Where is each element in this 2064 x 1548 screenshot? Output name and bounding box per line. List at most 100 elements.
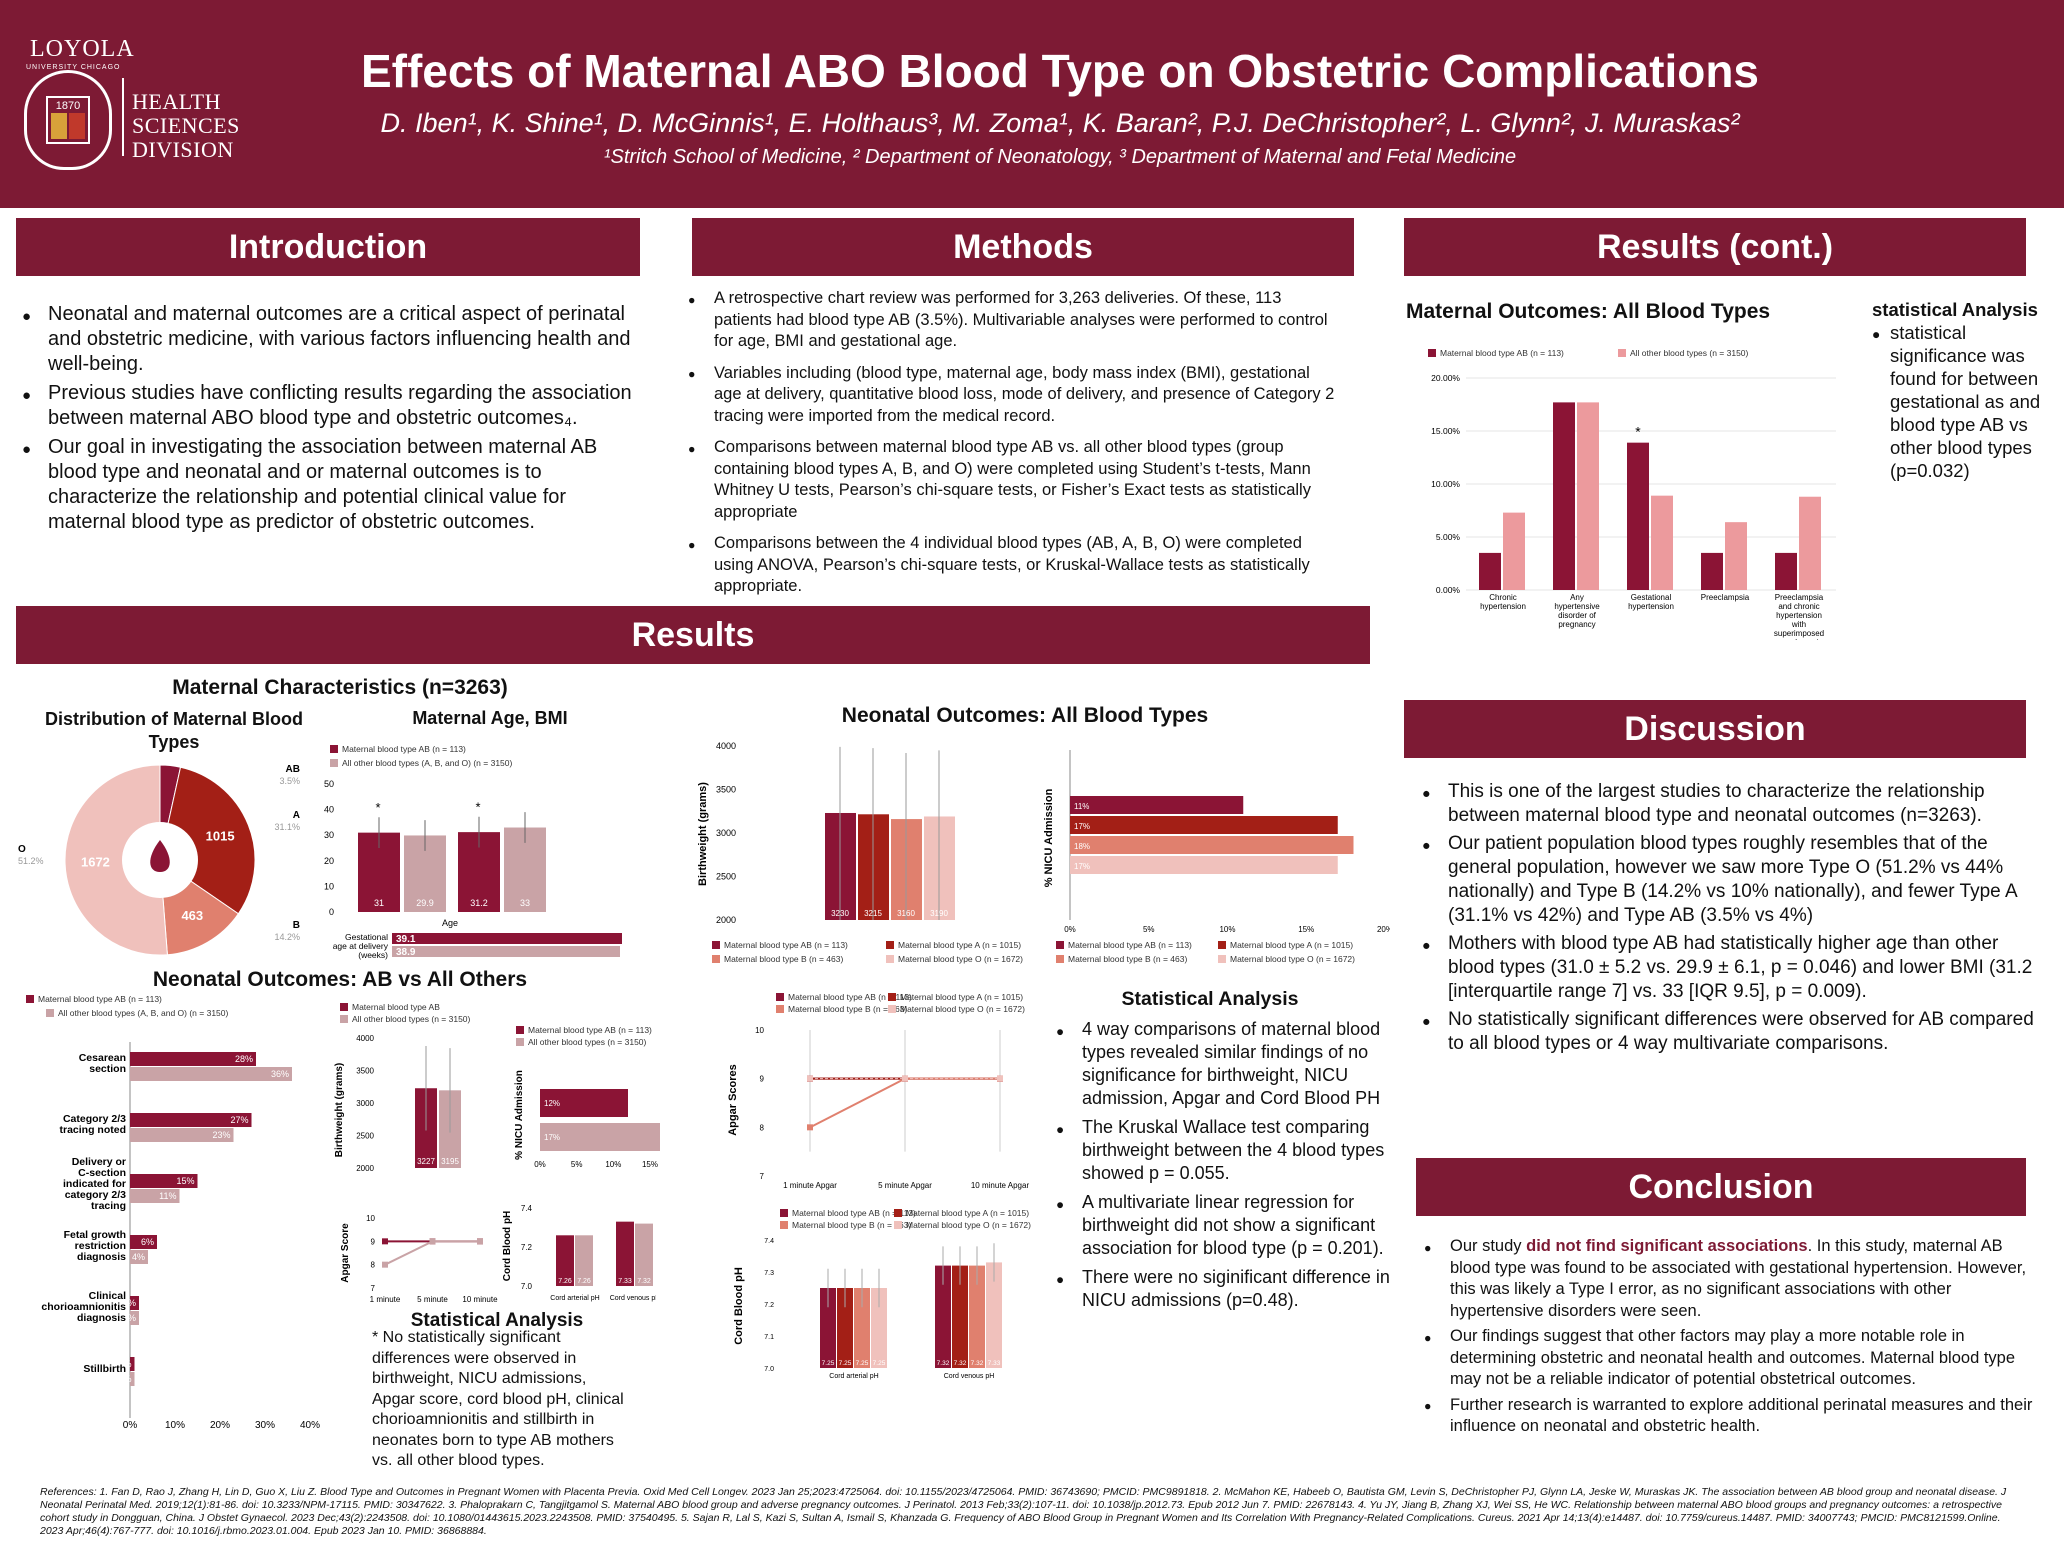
legend-item: Maternal blood type AB (n = 113) [792,1208,916,1218]
gest-bar [392,946,620,957]
tick-label: 10.00% [1431,479,1460,489]
tick-label: 1 minute Apgar [783,1181,837,1190]
conclusion-heading: Conclusion [1416,1158,2026,1216]
legend-item: Maternal blood type O (n = 1672) [898,954,1023,964]
discussion-text: This is one of the largest studies to ch… [1422,780,2038,1060]
legend-item-swatch [1056,941,1064,949]
category-label: Preeclampsia [1701,593,1750,602]
axis-label: Birthweight (grams) [697,782,709,886]
tick-label: 1 minute [370,1295,401,1304]
slice-value: 463 [181,908,203,923]
category-label: Gestational [1631,593,1672,602]
poster-header: LOYOLA UNIVERSITY CHICAGO 1870 HEALTH SC… [0,0,2064,208]
bar [1503,512,1525,590]
tick-label: 0.00% [1436,585,1461,595]
bar-value: 31 [374,898,384,908]
bar-value: 15% [176,1176,194,1186]
axis-label: Apgar Score [340,1223,351,1283]
bar [969,1265,985,1368]
category-label: hypertension [1628,602,1674,611]
authors: D. Iben¹, K. Shine¹, D. McGinnis¹, E. Ho… [380,108,1740,138]
bar [540,1089,628,1117]
category-label: pregnancy [1558,620,1595,629]
significance-annotation: * [375,800,380,815]
tick-label: 7.0 [764,1366,774,1373]
neo-ab-heading: Neonatal Outcomes: AB vs All Others [152,968,528,991]
tick-label: 10 [755,1026,764,1035]
stat-text: statistical significance was found for b… [1872,321,2052,482]
bar [130,1189,180,1203]
tick-label: 3000 [356,1099,374,1108]
tick-label: 8 [371,1261,376,1270]
axis-label: Cord Blood pH [733,1267,745,1345]
tick-label: 50 [324,779,334,789]
apgar-ab-chart: 7 8 9 10 Apgar Score 1 minute 5 minute 10 minut… [340,1214,498,1304]
bar [1775,552,1797,590]
maternal-outcomes-chart: Maternal blood type AB (n = 113) All othe… [1428,348,1836,640]
bar [130,1311,139,1325]
tick-label: 8 [760,1123,765,1132]
bar-value: 28% [235,1054,253,1064]
bar [540,1123,660,1151]
tick-label: 10% [165,1420,185,1431]
bar [1799,496,1821,590]
tick-label: 0% [123,1420,138,1431]
bar-value: 11% [159,1191,176,1201]
category-label: Delivery or [72,1156,126,1168]
category-label: and chronic [1778,602,1819,611]
legend-item-swatch [886,955,894,963]
legend-item-swatch [780,1209,788,1217]
discussion-bullet: This is one of the largest studies to ch… [1422,780,2038,828]
legend-item-swatch [886,941,894,949]
legend-item: Maternal blood type AB (n = 113) [724,940,848,950]
tick-label: 10% [605,1160,621,1169]
tick-label: 7.2 [521,1243,533,1252]
age-bmi-chart: Maternal blood type AB (n = 113) All othe… [324,744,622,960]
tick-label: 20.00% [1431,373,1460,383]
tick-label: 7.2 [764,1302,774,1309]
pie-slice [64,764,168,956]
poster-title: Effects of Maternal ABO Blood Type on Ob… [360,45,1760,97]
stat2-bullet: A multivariate linear regression for bir… [1056,1191,1392,1260]
gest-value: 38.9 [396,947,416,958]
bar [1577,402,1599,590]
tick-label: 0% [1064,925,1076,934]
bar-value: 29.9 [416,898,434,908]
conclusion-text: Our study did not find significant assoc… [1424,1236,2040,1442]
tick-label: 5% [571,1160,583,1169]
data-point [807,1124,813,1131]
bar [952,1265,968,1368]
legend-item-swatch [894,1209,902,1217]
tick-label: 10 minute Apgar [971,1181,1030,1190]
tick-label: 7.4 [521,1204,533,1213]
bar [986,1262,1002,1368]
legend-item-swatch [888,1005,896,1013]
legend-item-swatch [26,995,34,1003]
category-label: Cord arterial pH [829,1373,878,1380]
legend-item-swatch [1056,955,1064,963]
category-label: tracing noted [59,1124,126,1136]
category-label: diagnosis [77,1251,126,1263]
bar [1725,522,1747,590]
tick-label: 3500 [716,785,736,795]
tick-label: 20 [324,856,334,866]
tick-label: 10 minute [462,1295,498,1304]
category-label: Fetal growth [64,1229,126,1241]
bar-value: 7.26 [558,1278,572,1285]
bar-value: 7.25 [873,1360,886,1367]
category-label: Chronic [1489,593,1517,602]
data-point [902,1075,908,1082]
tick-label: 10% [1219,925,1235,934]
bar [1553,402,1575,590]
tick-label: 7.3 [764,1270,774,1277]
category-label: C-section [78,1167,126,1179]
legend-item-swatch [330,745,338,753]
bar-value: 3190 [930,909,948,918]
bar [820,1288,836,1368]
bar [635,1223,653,1286]
bar [1701,552,1723,590]
birthweight-ab-chart: Maternal blood type AB All other blood ty… [334,1002,471,1173]
logo-sub: UNIVERSITY CHICAGO [26,64,121,71]
stat1-text: * No statistically significant differenc… [372,1329,624,1469]
logo-name: LOYOLA [30,36,135,62]
